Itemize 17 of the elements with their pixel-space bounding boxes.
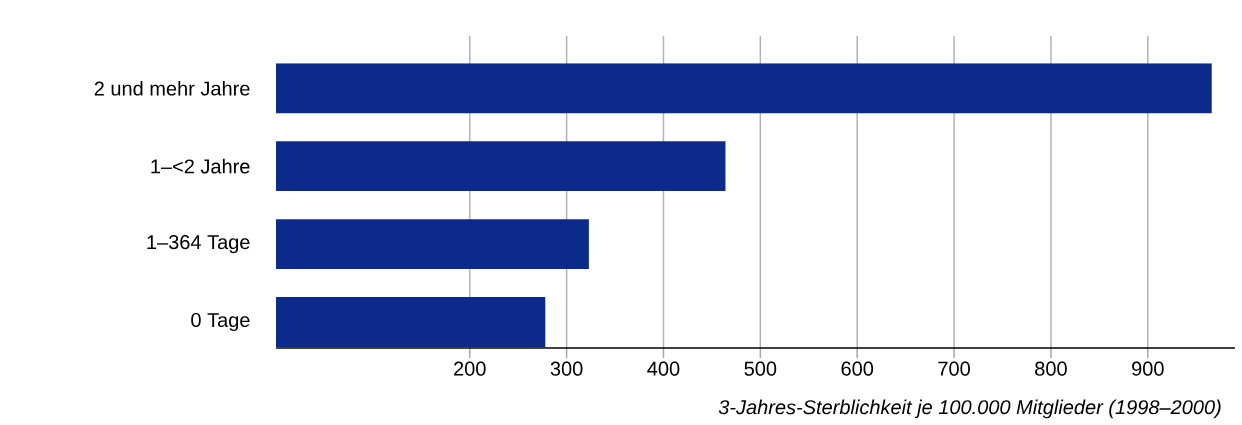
x-tick-label: 200 bbox=[454, 361, 486, 376]
y-tick-label: 0 Tage bbox=[191, 312, 250, 332]
x-tick-label: 300 bbox=[550, 361, 583, 376]
x-tick-label: 500 bbox=[744, 361, 777, 376]
x-tick-label: 600 bbox=[841, 361, 874, 376]
y-tick-label: 2 und mehr Jahre bbox=[94, 80, 250, 96]
x-tick-label: 400 bbox=[647, 361, 680, 376]
bar bbox=[276, 297, 546, 347]
bar bbox=[276, 141, 726, 192]
y-tick-label: 1–<2 Jahre bbox=[151, 158, 250, 174]
y-tick-label: 1–364 Tage bbox=[147, 235, 250, 254]
x-tick-label: 800 bbox=[1035, 361, 1067, 376]
bar bbox=[276, 219, 589, 270]
x-axis-title: 3-Jahres-Sterblichkeit je 100.000 Mitglieder (1998–2000) bbox=[718, 399, 1221, 419]
x-tick-label: 700 bbox=[938, 361, 970, 376]
x-tick-label: 900 bbox=[1132, 361, 1164, 376]
bar bbox=[276, 63, 1212, 114]
